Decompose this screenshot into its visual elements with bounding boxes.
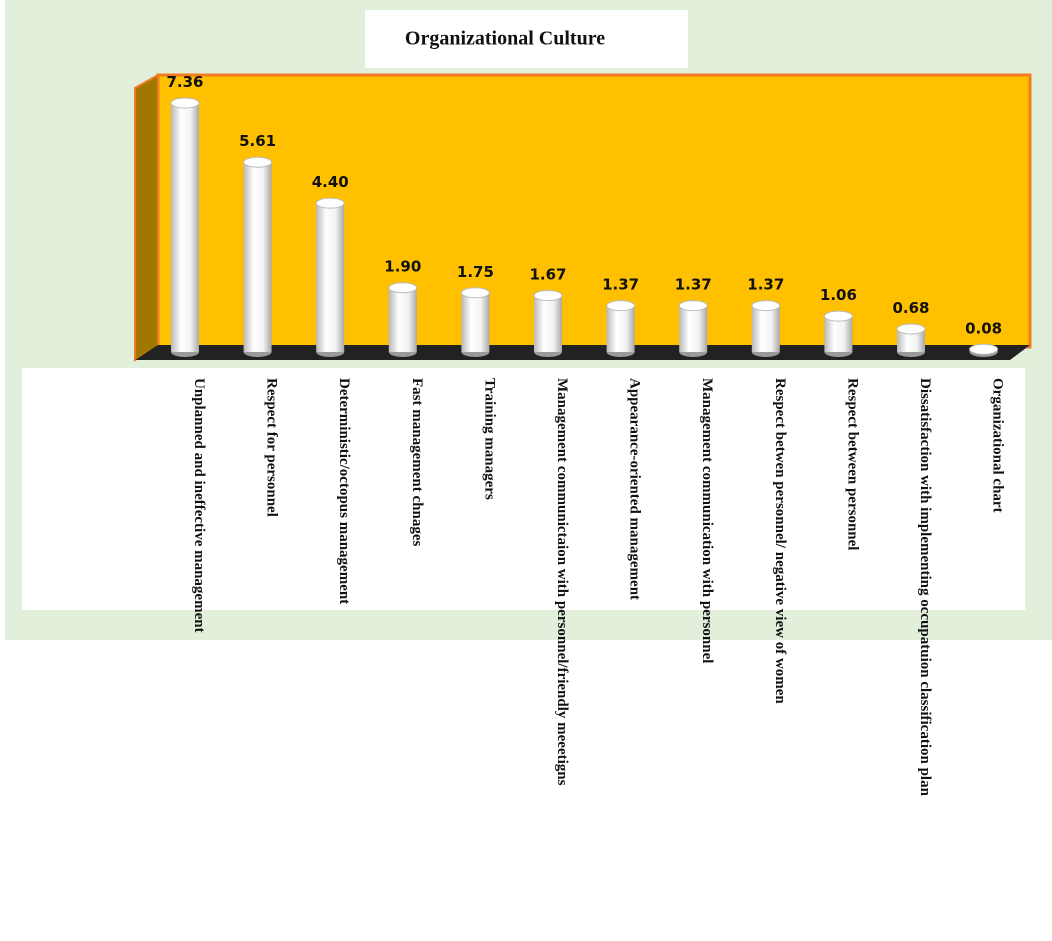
- plot-side-wall: [134, 73, 159, 362]
- x-tick-label: Deterministic/octopus management: [336, 378, 352, 604]
- bar: [316, 203, 345, 352]
- data-label: 1.37: [747, 276, 784, 294]
- x-tick-label: Management communication with personnel: [699, 378, 715, 663]
- x-tick-label: Dissatisfaction with implementing occupa…: [917, 378, 933, 797]
- bar-top: [315, 197, 345, 209]
- bar-top: [243, 156, 273, 168]
- bar-top: [170, 97, 200, 109]
- data-label: 1.37: [602, 276, 639, 294]
- x-tick-label: Fast management chnages: [409, 378, 425, 546]
- bar: [824, 316, 853, 352]
- plot-floor: [135, 345, 1030, 360]
- bar-top: [460, 287, 490, 299]
- data-label: 0.68: [892, 299, 929, 317]
- bar-top: [678, 300, 708, 312]
- bar-top: [969, 343, 999, 355]
- data-label: 4.40: [312, 173, 349, 191]
- label-area: [22, 368, 1025, 610]
- bar-top: [533, 290, 563, 302]
- plot-area: [156, 73, 1032, 349]
- data-label: 1.06: [820, 286, 857, 304]
- x-tick-label: Training managers: [481, 378, 497, 500]
- bar-top: [896, 323, 926, 335]
- data-label: 0.08: [965, 319, 1002, 337]
- bar: [388, 287, 417, 352]
- title-box: [365, 10, 688, 68]
- chart-title: Organizational Culture: [405, 28, 605, 50]
- bar: [606, 305, 635, 352]
- data-label: 7.36: [166, 73, 203, 91]
- bar-top: [388, 282, 418, 294]
- bar-top: [751, 300, 781, 312]
- x-tick-label: Respect betwen personnel/ negative view …: [772, 378, 788, 704]
- x-tick-label: Unplanned and ineffective management: [191, 378, 207, 633]
- bar: [751, 305, 780, 352]
- data-label: 1.37: [675, 276, 712, 294]
- data-label: 5.61: [239, 132, 276, 150]
- x-tick-label: Respect between personnel: [844, 378, 860, 550]
- bar: [897, 328, 925, 352]
- bar: [171, 103, 199, 352]
- bar-top: [823, 310, 853, 322]
- bar: [243, 162, 272, 352]
- data-label: 1.67: [529, 266, 566, 284]
- data-label: 1.90: [384, 258, 421, 276]
- x-tick-label: Appearance-oriented management: [627, 378, 643, 600]
- bar: [679, 305, 708, 352]
- bar-top: [606, 300, 636, 312]
- bar: [461, 292, 490, 352]
- data-label: 1.75: [457, 263, 494, 281]
- bar: [534, 295, 562, 352]
- x-tick-label: Respect for personnel: [264, 378, 280, 517]
- x-tick-label: Management communictaion with personnel/…: [554, 378, 570, 786]
- x-tick-label: Organizational chart: [990, 378, 1006, 513]
